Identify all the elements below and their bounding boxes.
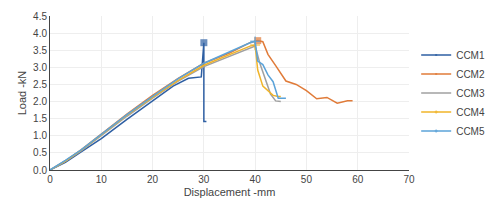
svg-text:10: 10 bbox=[96, 174, 108, 185]
svg-text:Load -kN: Load -kN bbox=[16, 71, 28, 116]
svg-text:30: 30 bbox=[198, 174, 210, 185]
svg-text:CCM2: CCM2 bbox=[456, 69, 485, 80]
svg-text:4.0: 4.0 bbox=[33, 28, 47, 39]
svg-text:40: 40 bbox=[250, 174, 262, 185]
svg-text:2.5: 2.5 bbox=[33, 79, 47, 90]
svg-text:1.5: 1.5 bbox=[33, 113, 47, 124]
svg-text:20: 20 bbox=[147, 174, 159, 185]
svg-text:CCM4: CCM4 bbox=[456, 107, 485, 118]
svg-text:CCM1: CCM1 bbox=[456, 50, 485, 61]
svg-text:0.5: 0.5 bbox=[33, 147, 47, 158]
svg-text:CCM5: CCM5 bbox=[456, 126, 485, 137]
svg-text:0.0: 0.0 bbox=[33, 165, 47, 176]
svg-text:4.5: 4.5 bbox=[33, 11, 47, 22]
svg-text:2.0: 2.0 bbox=[33, 96, 47, 107]
svg-text:50: 50 bbox=[301, 174, 313, 185]
svg-text:70: 70 bbox=[403, 174, 415, 185]
svg-text:Displacement -mm: Displacement -mm bbox=[184, 186, 276, 198]
svg-text:3.5: 3.5 bbox=[33, 45, 47, 56]
svg-text:3.0: 3.0 bbox=[33, 62, 47, 73]
svg-text:1.0: 1.0 bbox=[33, 130, 47, 141]
svg-text:CCM3: CCM3 bbox=[456, 88, 485, 99]
svg-text:60: 60 bbox=[352, 174, 364, 185]
svg-text:0: 0 bbox=[47, 174, 53, 185]
